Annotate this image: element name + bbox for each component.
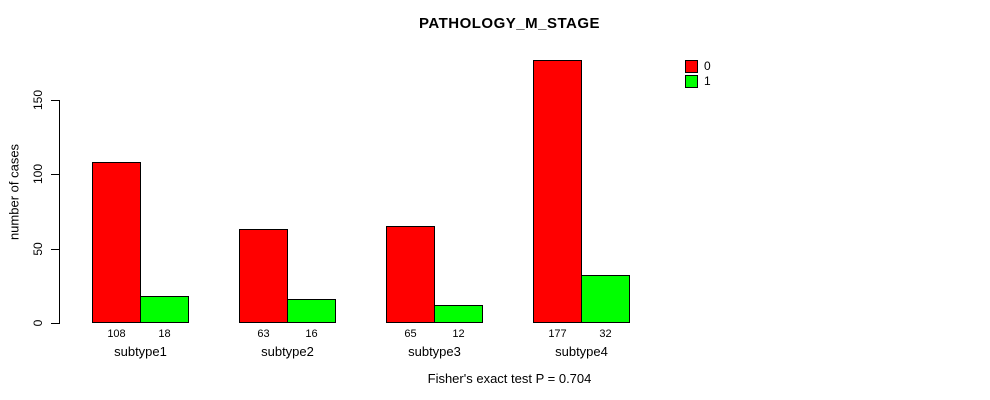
bar-count-label: 16 [305,328,318,340]
bar-subtype4-0 [533,60,582,323]
bar-count-label: 177 [548,328,567,340]
bar-subtype1-1 [140,296,189,323]
bar-subtype2-0 [239,229,288,323]
y-axis-tick [51,323,59,324]
bar-count-label: 32 [599,328,612,340]
chart-title: PATHOLOGY_M_STAGE [418,15,600,32]
bar-subtype2-1 [287,299,336,323]
category-label: subtype1 [114,344,167,359]
y-axis-tick-label-text: 50 [31,241,45,256]
bar-count-label: 18 [158,328,171,340]
category-label: subtype2 [261,344,314,359]
y-axis-tick-label-text: 100 [31,164,45,185]
y-axis-tick [51,174,59,176]
y-axis-tick-label-text: 0 [31,319,45,327]
bar-subtype4-1 [581,275,630,323]
bar-count-label: 108 [107,328,126,340]
y-axis-tick [51,100,59,101]
bar-count-label: 63 [257,328,270,340]
legend-swatch [685,60,698,73]
bar-subtype1-0 [92,162,141,323]
bar-count-label: 65 [404,328,417,340]
annotation-text: Fisher's exact test P = 0.704 [427,371,592,386]
y-axis-line [59,100,60,324]
category-label: subtype3 [408,344,461,359]
bar-subtype3-1 [434,305,483,323]
y-axis-tick-label-text: 150 [31,89,45,111]
bar-subtype3-0 [386,226,435,323]
y-axis-tick [51,248,59,250]
category-label: subtype4 [555,344,608,359]
legend-label: 1 [704,74,711,88]
legend-item: 0 [685,60,711,73]
bar-count-label: 12 [452,328,465,340]
legend-label: 0 [704,59,711,73]
legend-item: 1 [685,75,711,88]
legend-swatch [685,75,698,88]
